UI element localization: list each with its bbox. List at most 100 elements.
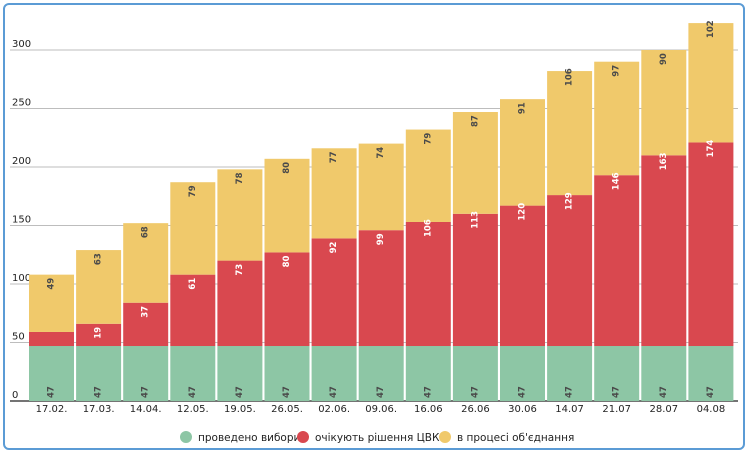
legend-marker	[180, 431, 192, 443]
bar-segment	[594, 175, 640, 347]
x-axis: 17.02. 17.03. 14.04. 12.05. 19.05. 26.05. 02.0…	[36, 404, 726, 415]
data-label: 106	[423, 219, 433, 237]
bar-segment	[641, 50, 687, 156]
bar-segment	[217, 346, 263, 401]
legend-label: проведено вибори	[198, 432, 300, 444]
data-label: 146	[612, 172, 622, 190]
y-tick-label: 150	[12, 215, 31, 226]
bar-segment	[500, 346, 545, 401]
x-tick-label: 04.08	[697, 404, 726, 415]
data-label: 163	[659, 152, 669, 170]
data-label: 47	[706, 386, 716, 398]
bar-segment	[452, 346, 498, 401]
bars	[29, 23, 734, 401]
x-tick-label: 17.03.	[83, 404, 115, 415]
bar-segment	[405, 129, 451, 222]
data-label: 47	[612, 386, 622, 398]
y-tick-label: 200	[12, 156, 31, 167]
data-label: 47	[94, 386, 104, 398]
data-label: 47	[470, 386, 480, 398]
legend: проведено вибори очікують рішення ЦВК в пр…	[180, 431, 574, 444]
bar-segment	[264, 346, 310, 401]
data-label: 120	[518, 203, 528, 221]
data-label: 47	[565, 386, 575, 398]
data-label: 113	[470, 211, 480, 229]
bar-segment	[688, 346, 734, 401]
bar-segment	[594, 346, 640, 401]
data-label: 80	[282, 162, 292, 174]
bar-segment	[547, 346, 593, 401]
data-label: 47	[376, 386, 386, 398]
y-tick-label: 0	[12, 390, 18, 401]
data-label: 47	[423, 386, 433, 398]
y-tick-label: 50	[12, 332, 25, 343]
data-label: 174	[706, 140, 716, 158]
bar-segment	[311, 346, 357, 401]
bar-segment	[170, 346, 216, 401]
x-tick-label: 30.06	[508, 404, 537, 415]
bar-segment	[29, 346, 74, 401]
bar-segment	[688, 142, 734, 347]
x-tick-label: 12.05.	[177, 404, 209, 415]
bar-segment	[547, 71, 593, 196]
y-tick-label: 300	[12, 39, 31, 50]
bar-segment	[29, 274, 74, 332]
bar-segment	[358, 143, 404, 231]
x-tick-label: 16.06	[414, 404, 443, 415]
bar-segment	[123, 302, 169, 347]
bar-segment	[311, 148, 357, 239]
y-axis: 0 50 100 150 200 250 300	[12, 39, 31, 401]
bar-segment	[76, 323, 122, 347]
data-label: 78	[235, 172, 245, 184]
bar-segment	[264, 252, 310, 347]
data-label: 99	[376, 233, 386, 245]
data-label: 19	[94, 327, 104, 339]
data-label: 47	[47, 386, 57, 398]
bar-segment	[688, 23, 734, 143]
y-tick-label: 100	[12, 273, 31, 284]
x-tick-label: 28.07	[649, 404, 678, 415]
data-label: 68	[141, 226, 151, 238]
x-tick-label: 14.04.	[130, 404, 162, 415]
data-label: 97	[612, 65, 622, 77]
bar-segment	[123, 346, 169, 401]
bar-segment	[500, 205, 545, 347]
bar-segment	[123, 223, 169, 303]
data-label: 61	[188, 278, 198, 290]
bar-segment	[170, 274, 216, 347]
bar-segment	[452, 112, 498, 214]
y-tick-label: 250	[12, 98, 31, 109]
data-label: 91	[518, 102, 528, 114]
data-label: 47	[235, 386, 245, 398]
data-label: 92	[329, 241, 339, 253]
bar-segment	[76, 250, 122, 324]
data-label: 90	[659, 53, 669, 65]
x-tick-label: 19.05.	[224, 404, 256, 415]
data-label: 63	[94, 253, 104, 265]
data-label: 80	[282, 255, 292, 267]
data-label: 47	[141, 386, 151, 398]
data-label: 47	[188, 386, 198, 398]
legend-marker	[297, 431, 309, 443]
bar-segment	[641, 155, 687, 347]
x-tick-label: 02.06.	[318, 404, 350, 415]
data-label: 79	[188, 185, 198, 197]
bar-segment	[452, 213, 498, 347]
data-label: 47	[518, 386, 528, 398]
legend-label: очікують рішення ЦВК	[315, 432, 440, 444]
data-label: 49	[47, 278, 57, 290]
bar-segment	[170, 182, 216, 275]
bar-segment	[76, 346, 122, 401]
data-label: 37	[141, 306, 151, 318]
data-label: 47	[282, 386, 292, 398]
data-label: 129	[565, 192, 575, 210]
data-label: 77	[329, 151, 339, 163]
bar-segment	[29, 331, 74, 347]
bar-segment	[547, 195, 593, 347]
bar-segment	[311, 238, 357, 347]
x-tick-label: 17.02.	[36, 404, 68, 415]
data-label: 74	[376, 147, 386, 159]
legend-label: в процесі об'єднання	[457, 432, 574, 444]
bar-segment	[358, 230, 404, 347]
bar-segment	[500, 99, 545, 206]
